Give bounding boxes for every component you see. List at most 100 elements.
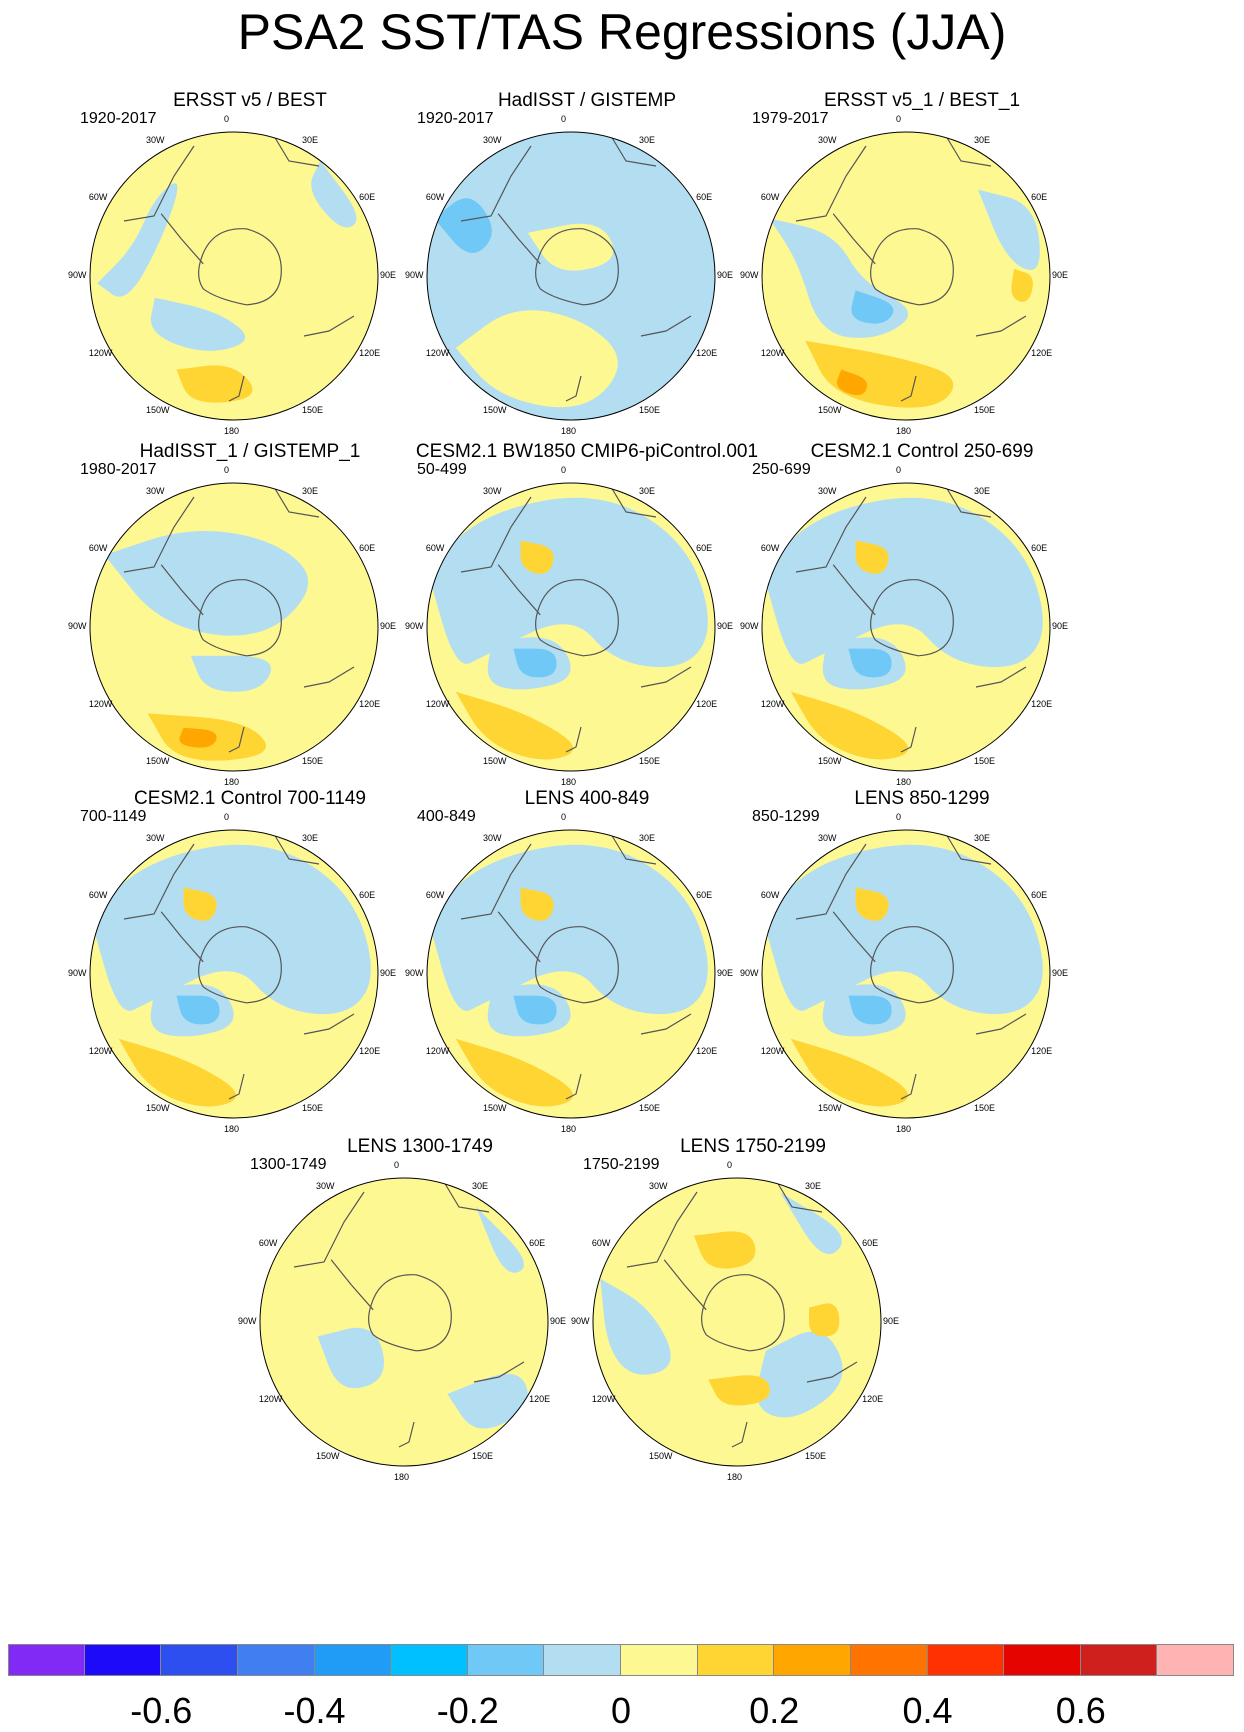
longitude-label: 120W [760,699,785,709]
panel-period: 1979-2017 [752,110,829,127]
longitude-label: 60E [696,543,713,553]
longitude-label: 180 [727,1472,743,1482]
panel-period: 700-1149 [80,808,147,825]
continent-coastline [975,666,1027,688]
map-boundary [89,131,379,421]
longitude-label: 90E [380,968,397,978]
peninsula-coastline [832,564,876,616]
continent-coastline [900,375,917,402]
longitude-label: 60E [696,890,713,900]
anomaly-region [851,290,894,324]
panel-title: HadISST_1 / GISTEMP_1 [139,441,361,462]
peninsula-coastline [497,911,541,963]
longitude-label: 90W [740,270,759,280]
longitude-label: 90E [717,968,734,978]
longitude-label: 150E [639,1103,661,1114]
longitude-label: 90W [405,621,424,631]
anomaly-region [150,297,246,351]
longitude-label: 150W [483,405,507,416]
continent-coastline [731,1421,748,1448]
longitude-label: 60E [1031,543,1048,553]
longitude-label: 120W [425,348,450,358]
colorbar-tick-label: 0 [610,1690,632,1731]
longitude-label: 120E [1031,348,1053,358]
anomaly-region [427,844,708,1015]
longitude-label: 0 [394,1160,400,1170]
longitude-label: 150E [302,756,324,767]
longitude-label: 90W [68,968,87,978]
longitude-label: 60W [425,890,445,900]
longitude-label: 150E [805,1451,827,1462]
anomaly-region [836,369,868,396]
longitude-label: 60W [760,543,780,553]
longitude-label: 60W [425,192,445,202]
longitude-label: 150W [316,1451,340,1462]
anomaly-region [176,365,253,403]
continent-coastline [945,486,992,518]
colorbar-tick-label: 0.2 [749,1690,800,1731]
colorbar-swatch [84,1644,162,1676]
anomaly-region [762,844,1043,1015]
anomaly-region [855,887,889,921]
longitude-label: 180 [224,426,240,436]
longitude-label: 180 [224,1124,240,1134]
longitude-label: 120E [696,1046,718,1056]
map-boundary [761,829,1051,1119]
longitude-label: 90E [380,621,397,631]
longitude-label: 180 [561,426,577,436]
longitude-label: 90E [550,1316,567,1326]
colorbar-swatch [237,1644,315,1676]
continent-coastline [398,1421,415,1448]
peninsula-coastline [832,213,876,265]
peninsula-coastline [160,911,204,963]
longitude-label: 180 [394,1472,410,1482]
longitude-label: 60W [88,192,108,202]
longitude-label: 120W [425,699,450,709]
peninsula-coastline [160,564,204,616]
longitude-label: 120E [529,1394,551,1404]
anomaly-region [118,1038,237,1107]
anomaly-region [693,1231,756,1269]
anomaly-region [848,648,892,678]
longitude-label: 120E [359,699,381,709]
longitude-label: 0 [224,465,230,475]
continent-coastline [610,135,657,167]
longitude-label: 30E [639,832,656,843]
longitude-label: 90W [68,270,87,280]
continent-coastline [610,486,657,518]
longitude-label: 30E [639,485,656,496]
continent-coastline [228,1073,245,1100]
anomaly-region [513,648,557,678]
antarctica-coastline [870,926,954,1004]
map-boundary [426,131,716,421]
continent-coastline [460,843,532,920]
continent-coastline [795,496,867,573]
continent-coastline [273,833,320,865]
continent-coastline [945,833,992,865]
longitude-label: 60W [88,543,108,553]
colorbar-swatch [314,1644,392,1676]
continent-coastline [795,145,867,222]
continent-coastline [806,1361,858,1383]
longitude-label: 30W [483,832,502,843]
anomaly-region [855,540,889,574]
longitude-label: 30W [818,134,837,145]
longitude-label: 150E [974,405,996,416]
longitude-label: 30E [302,485,319,496]
map-boundary [426,829,716,1119]
polar-map [259,1177,549,1467]
longitude-label: 0 [896,812,902,822]
anomaly-region [756,1331,843,1418]
longitude-label: 150E [302,405,324,416]
polar-map [426,131,716,421]
anomaly-region [176,995,220,1025]
panel-title: CESM2.1 Control 700-1149 [134,788,366,809]
polar-map [761,131,1051,421]
anomaly-region [190,655,272,692]
longitude-label: 90E [717,270,734,280]
continent-coastline [945,135,992,167]
longitude-label: 0 [561,812,567,822]
longitude-label: 180 [561,1124,577,1134]
longitude-label: 60W [88,890,108,900]
longitude-label: 120E [359,348,381,358]
